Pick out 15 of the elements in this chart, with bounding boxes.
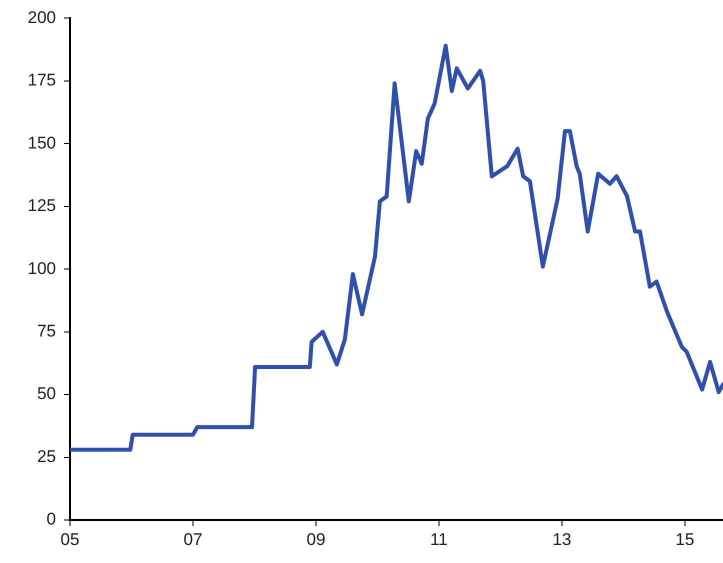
x-tick-label: 09 bbox=[306, 530, 326, 549]
y-tick-label: 200 bbox=[28, 8, 56, 27]
y-tick-label: 100 bbox=[28, 258, 56, 278]
y-tick-label: 175 bbox=[28, 70, 56, 90]
x-tick-label: 05 bbox=[60, 530, 80, 549]
y-tick-label: 0 bbox=[46, 510, 56, 529]
x-tick-label: 07 bbox=[184, 530, 202, 549]
y-tick-label: 75 bbox=[37, 322, 56, 341]
x-tick-label: 11 bbox=[430, 530, 448, 549]
y-tick-label: 125 bbox=[28, 196, 56, 216]
y-tick-label: 150 bbox=[28, 133, 56, 152]
x-tick-label: 13 bbox=[552, 530, 572, 549]
y-tick-label: 25 bbox=[37, 446, 56, 466]
y-tick-label: 50 bbox=[37, 384, 56, 404]
x-tick-label: 15 bbox=[675, 530, 694, 549]
